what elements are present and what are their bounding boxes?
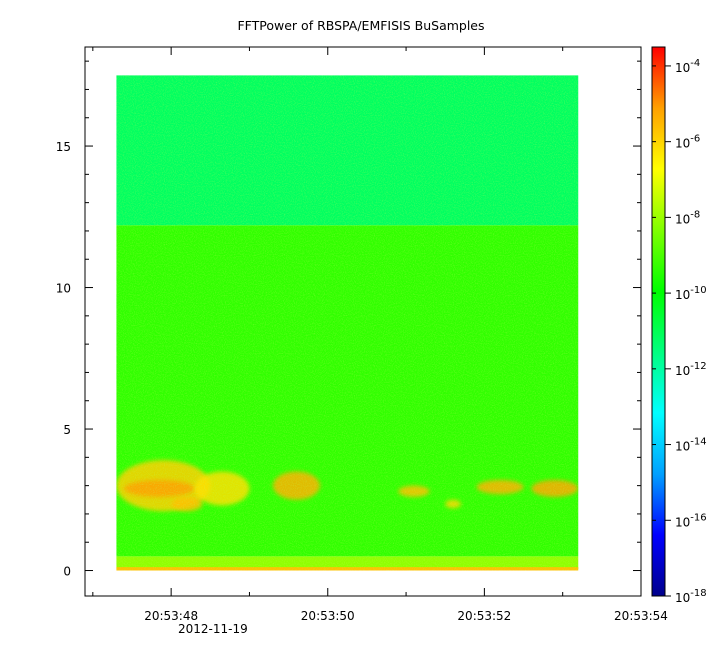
y-tick-label-3: 15 (56, 140, 71, 154)
y-tick-label-1: 5 (63, 423, 71, 437)
y-tick-label-0: 0 (63, 565, 71, 579)
colorbar-ticks: 10-18 10-16 10-14 10-12 10-10 10-8 10-6 10-4 (652, 58, 707, 605)
colorbar-tick-label-1: 10-16 (675, 512, 707, 529)
spectrogram-noise-texture (116, 75, 579, 571)
x-tick-label-2: 20:53:52 (457, 609, 511, 623)
spectrogram-data (116, 75, 579, 571)
chart-title: FFTPower of RBSPA/EMFISIS BuSamples (237, 18, 484, 33)
colorbar-tick-label-3: 10-12 (675, 361, 707, 378)
y-tick-label-2: 10 (56, 282, 71, 296)
colorbar: 10-18 10-16 10-14 10-12 10-10 10-8 10-6 10-4 (651, 46, 707, 605)
colorbar-tick-label-7: 10-4 (675, 58, 700, 75)
x-axis-date-label: 2012-11-19 (178, 622, 248, 636)
colorbar-tick-label-4: 10-10 (675, 285, 707, 302)
x-tick-label-0: 20:53:48 (144, 609, 198, 623)
x-axis: 20:53:48 20:53:50 20:53:52 20:53:54 (92, 47, 668, 623)
colorbar-tick-label-6: 10-6 (675, 134, 700, 151)
y-axis: 0 5 10 15 (56, 60, 641, 579)
colorbar-gradient (651, 46, 666, 597)
colorbar-tick-label-2: 10-14 (675, 437, 707, 454)
colorbar-tick-label-0: 10-18 (675, 588, 707, 605)
colorbar-tick-label-5: 10-8 (675, 209, 700, 226)
x-tick-label-1: 20:53:50 (301, 609, 355, 623)
x-tick-label-3: 20:53:54 (614, 609, 668, 623)
